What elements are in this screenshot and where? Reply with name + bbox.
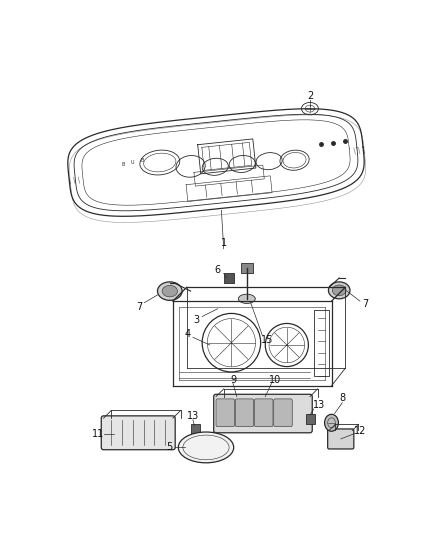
Ellipse shape <box>332 285 346 296</box>
Text: U: U <box>131 160 134 165</box>
Bar <box>240 263 253 273</box>
Text: 2: 2 <box>307 91 313 101</box>
Text: 9: 9 <box>230 375 236 385</box>
Text: 6: 6 <box>215 264 221 274</box>
Text: 12: 12 <box>354 426 366 436</box>
Text: 11: 11 <box>92 429 104 439</box>
FancyBboxPatch shape <box>216 399 234 426</box>
Text: 5: 5 <box>167 442 173 453</box>
Ellipse shape <box>238 294 255 303</box>
FancyBboxPatch shape <box>235 399 254 426</box>
Ellipse shape <box>325 414 339 431</box>
Ellipse shape <box>178 432 234 463</box>
Text: 8: 8 <box>339 393 345 403</box>
Text: 15: 15 <box>261 335 274 345</box>
Text: 7: 7 <box>362 299 368 309</box>
Text: B: B <box>122 161 125 166</box>
FancyBboxPatch shape <box>254 399 273 426</box>
Bar <box>314 310 329 376</box>
Bar <box>306 414 315 424</box>
Ellipse shape <box>158 282 182 301</box>
FancyBboxPatch shape <box>274 399 292 426</box>
Text: 13: 13 <box>313 400 325 410</box>
Ellipse shape <box>328 282 350 299</box>
Bar <box>224 273 234 282</box>
Text: 7: 7 <box>136 302 142 311</box>
Text: 13: 13 <box>187 411 199 421</box>
Text: B: B <box>141 158 144 164</box>
Ellipse shape <box>162 285 177 297</box>
Text: 10: 10 <box>269 375 282 385</box>
Text: 1: 1 <box>221 238 227 248</box>
Text: 3: 3 <box>194 314 200 325</box>
Text: 4: 4 <box>184 329 191 339</box>
FancyBboxPatch shape <box>101 416 175 450</box>
FancyBboxPatch shape <box>328 429 354 449</box>
FancyBboxPatch shape <box>214 394 312 433</box>
Bar <box>191 424 200 435</box>
